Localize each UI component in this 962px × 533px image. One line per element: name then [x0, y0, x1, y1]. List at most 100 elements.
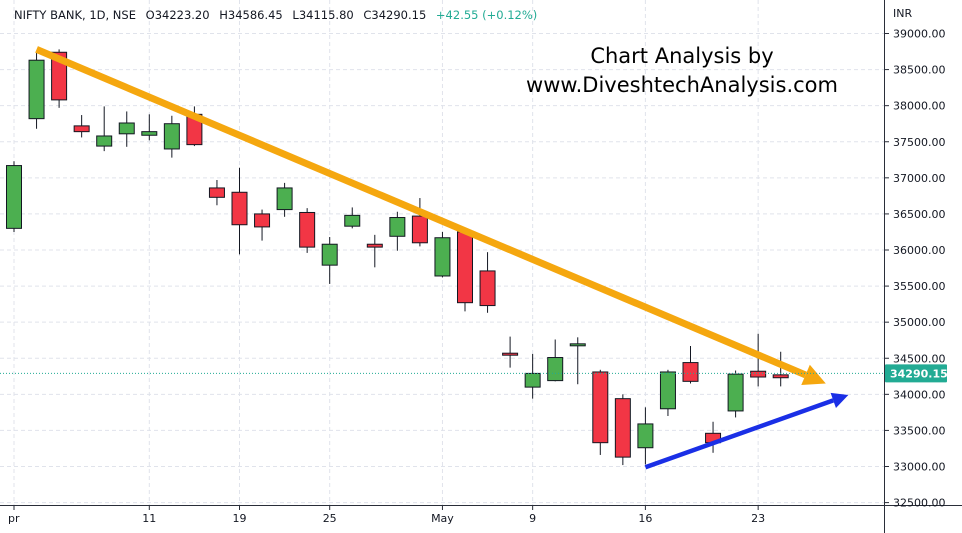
candle — [163, 115, 180, 158]
candle — [6, 161, 22, 232]
x-tick-label: May — [431, 512, 454, 525]
candle — [141, 114, 158, 141]
candles — [6, 49, 789, 466]
candle-body — [6, 165, 22, 229]
y-tick-label: 33000.00 — [893, 461, 946, 474]
y-tick-label: 32500.00 — [893, 497, 946, 510]
candle — [118, 111, 135, 147]
candle-body — [547, 357, 564, 382]
y-tick-label: 33500.00 — [893, 424, 946, 437]
y-tick-label: 36000.00 — [893, 244, 946, 257]
candle-body — [299, 211, 316, 248]
candle — [727, 370, 744, 418]
watermark-line-1: Chart Analysis by — [590, 44, 774, 68]
candle — [502, 336, 519, 368]
x-tick-label: 19 — [233, 512, 247, 525]
candle-body — [321, 243, 338, 266]
candle — [479, 252, 496, 313]
candle — [299, 208, 316, 253]
candle — [231, 167, 248, 255]
candle-body — [479, 270, 496, 307]
y-tick-label: 36500.00 — [893, 208, 946, 221]
candle — [547, 339, 564, 382]
y-tick-label: 38500.00 — [893, 64, 946, 77]
candle — [366, 234, 383, 268]
x-tick-label: 11 — [142, 512, 156, 525]
high-value: H34586.45 — [219, 8, 283, 22]
candle-body — [208, 187, 225, 198]
candle — [321, 237, 338, 284]
candle-body — [457, 231, 473, 304]
open-value: O34223.20 — [145, 8, 210, 22]
candle-body — [118, 122, 135, 135]
candle-body — [592, 371, 609, 444]
candle-body — [637, 423, 654, 449]
candle — [569, 337, 586, 385]
change-value: +42.55 (+0.12%) — [435, 8, 538, 22]
candle-body — [569, 343, 586, 347]
candle — [344, 207, 361, 229]
y-tick-label: 35500.00 — [893, 280, 946, 293]
resistance-arrow-head — [801, 364, 826, 386]
last-price-badge — [885, 364, 947, 383]
candle-body — [614, 398, 631, 458]
candle-body — [73, 125, 90, 133]
x-tick-label: 9 — [529, 512, 536, 525]
candle — [614, 394, 631, 466]
last-price-label: 34290.15 — [890, 367, 948, 380]
candle-body — [96, 135, 113, 147]
candle — [28, 50, 45, 129]
candle-body — [772, 374, 789, 379]
candle-body — [231, 191, 248, 226]
candle — [457, 228, 473, 312]
candle-body — [163, 123, 180, 150]
candle — [682, 345, 699, 384]
symbol-legend: NIFTY BANK, 1D, NSE O34223.20 H34586.45 … — [14, 8, 543, 22]
candle-body — [750, 370, 767, 378]
candle-body — [502, 352, 519, 356]
candle — [96, 106, 113, 152]
x-tick-label: pr — [8, 512, 20, 525]
candle-body — [659, 371, 676, 410]
candle — [208, 179, 225, 206]
trend-arrows — [35, 46, 849, 470]
x-tick-label: 23 — [751, 512, 765, 525]
symbol-name[interactable]: NIFTY BANK, 1D, NSE — [14, 8, 136, 22]
y-tick-label: 34500.00 — [893, 352, 946, 365]
y-tick-label: 37000.00 — [893, 172, 946, 185]
resistance-arrow-line — [35, 46, 807, 379]
candle-body — [141, 131, 158, 136]
currency-label: INR — [893, 7, 912, 20]
candle — [772, 351, 789, 387]
candle-body — [434, 237, 451, 277]
candle — [434, 231, 451, 278]
candle-body — [254, 213, 271, 228]
candle — [411, 198, 428, 247]
candle-body — [682, 362, 699, 382]
low-value: L34115.80 — [292, 8, 354, 22]
y-tick-label: 37500.00 — [893, 136, 946, 149]
candle-body — [727, 373, 744, 412]
support-arrow-line — [644, 398, 835, 470]
candle — [73, 115, 90, 138]
candle — [705, 421, 722, 453]
close-value: C34290.15 — [363, 8, 427, 22]
y-tick-label: 39000.00 — [893, 28, 946, 41]
candle — [750, 333, 767, 387]
candle — [637, 407, 654, 465]
y-tick-label: 35000.00 — [893, 316, 946, 329]
x-tick-label: 25 — [323, 512, 337, 525]
candle-body — [366, 243, 383, 248]
candle — [389, 211, 406, 251]
candle — [524, 353, 541, 399]
candle-body — [524, 372, 541, 388]
watermark-text: Chart Analysis by www.DiveshtechAnalysis… — [500, 42, 864, 100]
y-tick-label: 38000.00 — [893, 100, 946, 113]
candle-body — [28, 59, 45, 120]
y-tick-label: 34000.00 — [893, 388, 946, 401]
candle — [276, 182, 293, 217]
candle-body — [276, 187, 293, 211]
